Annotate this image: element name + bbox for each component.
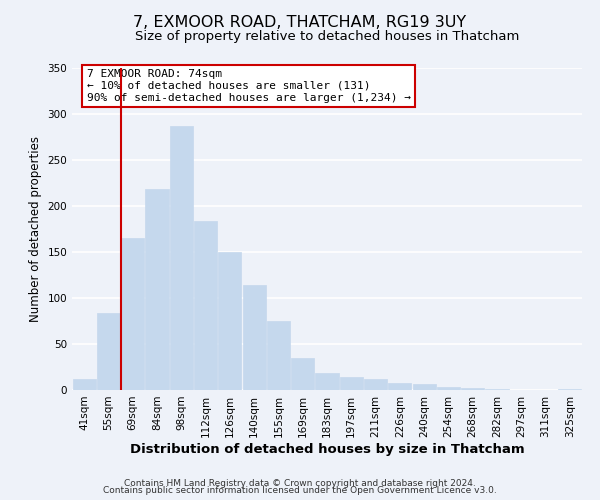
Bar	[145, 189, 169, 390]
Bar	[316, 374, 338, 390]
Bar	[461, 388, 484, 390]
Bar	[194, 222, 217, 390]
Bar	[291, 358, 314, 390]
Bar	[364, 379, 387, 390]
Bar	[267, 321, 290, 390]
Y-axis label: Number of detached properties: Number of detached properties	[29, 136, 42, 322]
X-axis label: Distribution of detached houses by size in Thatcham: Distribution of detached houses by size …	[130, 442, 524, 456]
Bar	[437, 387, 460, 390]
Bar	[73, 379, 95, 390]
Text: 7, EXMOOR ROAD, THATCHAM, RG19 3UY: 7, EXMOOR ROAD, THATCHAM, RG19 3UY	[133, 15, 467, 30]
Bar	[485, 389, 509, 390]
Title: Size of property relative to detached houses in Thatcham: Size of property relative to detached ho…	[135, 30, 519, 43]
Bar	[388, 382, 412, 390]
Text: Contains public sector information licensed under the Open Government Licence v3: Contains public sector information licen…	[103, 486, 497, 495]
Bar	[242, 285, 266, 390]
Bar	[340, 377, 363, 390]
Bar	[170, 126, 193, 390]
Bar	[559, 389, 581, 390]
Text: 7 EXMOOR ROAD: 74sqm
← 10% of detached houses are smaller (131)
90% of semi-deta: 7 EXMOOR ROAD: 74sqm ← 10% of detached h…	[86, 70, 410, 102]
Text: Contains HM Land Registry data © Crown copyright and database right 2024.: Contains HM Land Registry data © Crown c…	[124, 478, 476, 488]
Bar	[413, 384, 436, 390]
Bar	[97, 312, 120, 390]
Bar	[121, 238, 144, 390]
Bar	[218, 252, 241, 390]
